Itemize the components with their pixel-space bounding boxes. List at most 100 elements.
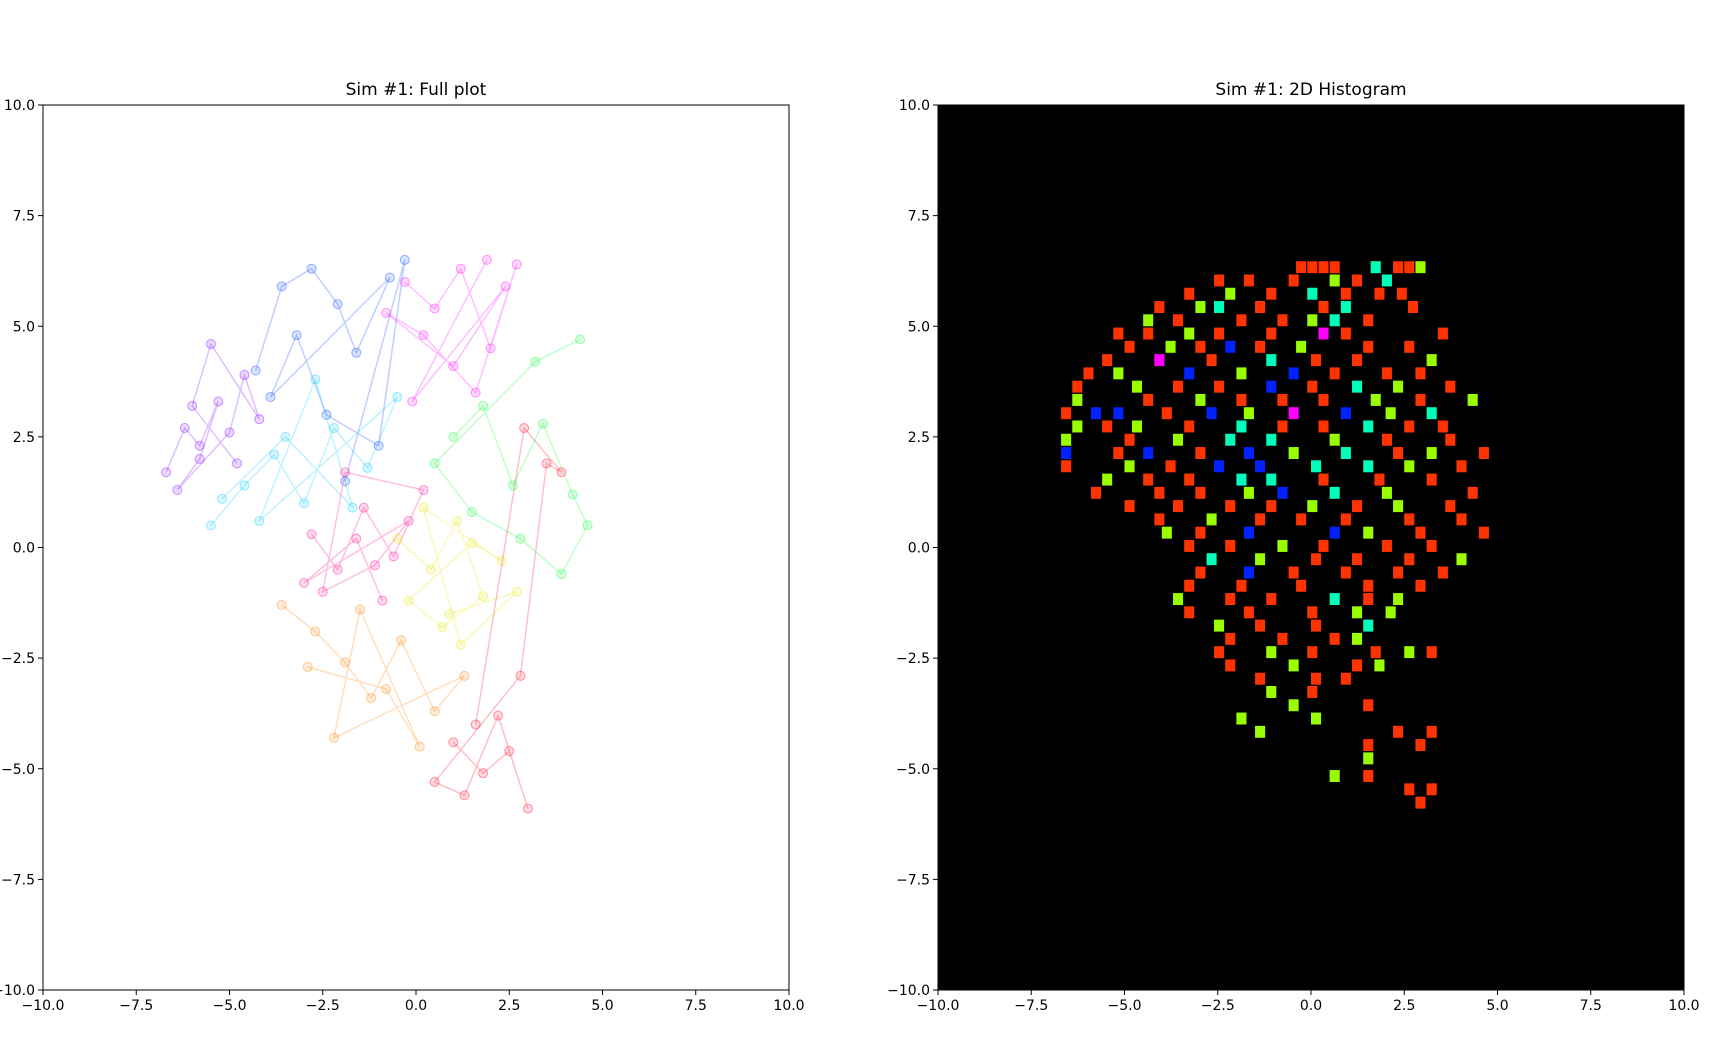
hist-cell [1352,632,1363,645]
trajectory-line [210,377,399,526]
hist-cell [1311,460,1322,473]
point [347,502,358,513]
point [459,670,470,681]
hist-cell [1195,566,1206,579]
hist-cell [1363,579,1374,592]
point [377,595,388,606]
hist-cell [1288,407,1299,420]
hist-cell [1195,393,1206,406]
y-tick-label: −2.5 [896,651,930,667]
hist-cell [1124,433,1135,446]
hist-cell [1124,500,1135,513]
hist-cell [1184,473,1195,486]
point [522,803,533,814]
hist-cell [1206,553,1217,566]
hist-cell [1404,340,1415,353]
hist-cell [1214,327,1225,340]
point [515,533,526,544]
point [194,454,205,464]
point [381,684,392,695]
hist-cell [1277,539,1288,552]
hist-cell [1329,486,1340,499]
hist-cell [1415,261,1426,274]
hist-cell [1206,513,1217,526]
hist-cell [1311,712,1322,725]
hist-cell [1318,473,1329,486]
hist-cell [1426,447,1437,459]
hist-cell [1381,367,1392,380]
hist-cell [1311,553,1322,566]
hist-cell [1184,579,1195,592]
point [388,551,399,562]
hist-cell [1288,367,1299,380]
hist-cell [1236,420,1247,433]
hist-cell [1363,526,1374,539]
hist-cell [1296,261,1307,274]
point [392,392,403,403]
hist-cell [1426,783,1437,796]
point [437,622,448,633]
trajectory-line [433,426,563,809]
hist-cell [1195,526,1206,539]
point [567,489,578,500]
point [478,591,489,602]
hist-cell [1352,553,1363,566]
point [265,392,276,403]
point [493,710,504,721]
point [328,423,339,434]
hist-cell [1381,433,1392,446]
point [187,400,198,411]
hist-cell [1363,340,1374,353]
hist-cell [1374,287,1385,300]
hist-cell [1236,473,1247,486]
y-tick-label: −7.5 [1,872,35,888]
hist-cell [1396,287,1407,300]
hist-cell [1329,770,1340,783]
point [530,356,541,367]
hist-cell [1236,579,1247,592]
hist-cell [1236,712,1247,725]
trajectory-line [396,505,518,647]
point [507,480,518,491]
hist-cell [1340,566,1351,579]
point [466,538,477,549]
hist-cell [1370,646,1381,659]
hist-cell [1415,739,1426,752]
hist-cell [1467,486,1478,499]
hist-cell [1340,301,1351,313]
hist-cell [1426,539,1437,552]
hist-cell [1340,407,1351,420]
hist-cell [1307,606,1318,619]
hist-cell [1113,447,1124,459]
hist-cell [1311,619,1322,632]
hist-cell [1374,659,1385,672]
hist-cell [1467,393,1478,406]
hist-cell [1172,314,1184,327]
hist-cell [1288,274,1299,287]
hist-cell [1340,513,1351,526]
y-tick-label: 7.5 [13,209,35,225]
chart-title: Sim #1: Full plot [346,80,487,100]
point [407,396,418,407]
hist-cell [1172,433,1184,446]
hist-cell [1161,526,1172,539]
hist-cell [1102,420,1113,433]
hist-cell [1393,725,1404,738]
point [291,330,302,341]
y-tick-label: −10.0 [0,983,35,999]
y-tick-label: 0.0 [908,541,930,557]
hist-cell [1318,261,1329,274]
hist-cell [1165,460,1176,473]
hist-cell [1385,606,1396,619]
hist-cell [1143,393,1154,406]
hist-cell [1225,539,1236,552]
hist-cell [1225,593,1236,606]
hist-cell [1172,380,1184,393]
hist-cell [1340,672,1351,685]
x-tick-label: −5.0 [213,998,247,1014]
x-tick-label: 5.0 [1486,998,1508,1014]
axes-background [938,105,1684,990]
hist-cell [1266,473,1277,486]
hist-cell [1277,632,1288,645]
hist-cell [1374,473,1385,486]
